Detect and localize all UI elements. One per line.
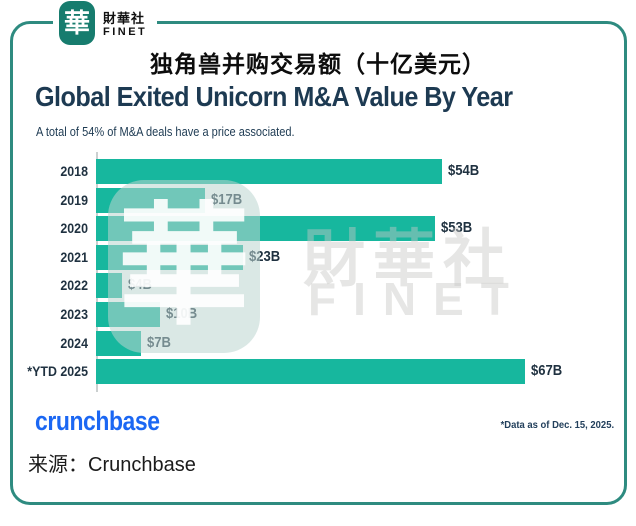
bar-row-2019: 2019 $17B <box>0 187 636 213</box>
chart-footnote: *Data as of Dec. 15, 2025. <box>500 419 614 431</box>
value-label: $17B <box>210 191 243 208</box>
value-label: $67B <box>531 363 563 380</box>
bar-chart-plot-area: 2018 $54B 2019 $17B 2020 $53B 2021 $23B 2022 $4B 2… <box>0 159 636 391</box>
value-label: $10B <box>166 306 198 322</box>
finet-logo-icon: 華 <box>59 1 95 45</box>
page-title-zh: 独角兽并购交易额（十亿美元） <box>150 51 486 77</box>
bar-row-2020: 2020 $53B <box>0 216 636 242</box>
bar <box>96 302 161 327</box>
bar <box>96 330 141 356</box>
value-label: $7B <box>146 334 171 351</box>
brand-name-en: FINET <box>103 26 148 38</box>
bar <box>96 159 442 184</box>
year-label: 2020 <box>60 221 88 237</box>
bar <box>96 244 244 270</box>
brand-name-zh: 財華社 <box>103 11 146 26</box>
bar-row-2018: 2018 $54B <box>0 159 636 184</box>
y-axis-line <box>96 152 98 392</box>
bar <box>96 216 436 242</box>
finet-brand-text: 財華社 FINET <box>103 11 148 39</box>
year-label: 2019 <box>60 192 88 208</box>
year-label: *YTD 2025 <box>27 364 88 380</box>
finet-brand-logo: 華 財華社 FINET <box>53 1 158 47</box>
year-label: 2023 <box>60 307 88 322</box>
source-attribution: 来源：Crunchbase <box>28 454 196 476</box>
bar-row-YTD2025: *YTD 2025 $67B <box>0 359 636 385</box>
rounded-border-frame <box>10 21 627 505</box>
value-label: $4B <box>127 277 152 294</box>
value-label: $23B <box>249 248 281 265</box>
crunchbase-logo: crunchbase <box>35 406 160 436</box>
bar-row-2024: 2024 $7B <box>0 330 636 356</box>
year-label: 2018 <box>60 164 88 179</box>
bar <box>96 273 122 299</box>
chart-title: Global Exited Unicorn M&A Value By Year <box>35 81 513 112</box>
value-label: $53B <box>441 220 473 237</box>
bar-row-2022: 2022 $4B <box>0 273 636 299</box>
year-label: 2021 <box>60 249 88 265</box>
year-label: 2022 <box>60 278 88 294</box>
bar <box>96 187 205 213</box>
bar <box>96 359 525 385</box>
chart-subtitle: A total of 54% of M&A deals have a price… <box>36 124 295 139</box>
finet-logo-glyph: 華 <box>63 8 90 38</box>
year-label: 2024 <box>60 335 88 351</box>
bar-row-2023: 2023 $10B <box>0 302 636 327</box>
value-label: $54B <box>447 163 479 179</box>
bar-row-2021: 2021 $23B <box>0 244 636 270</box>
